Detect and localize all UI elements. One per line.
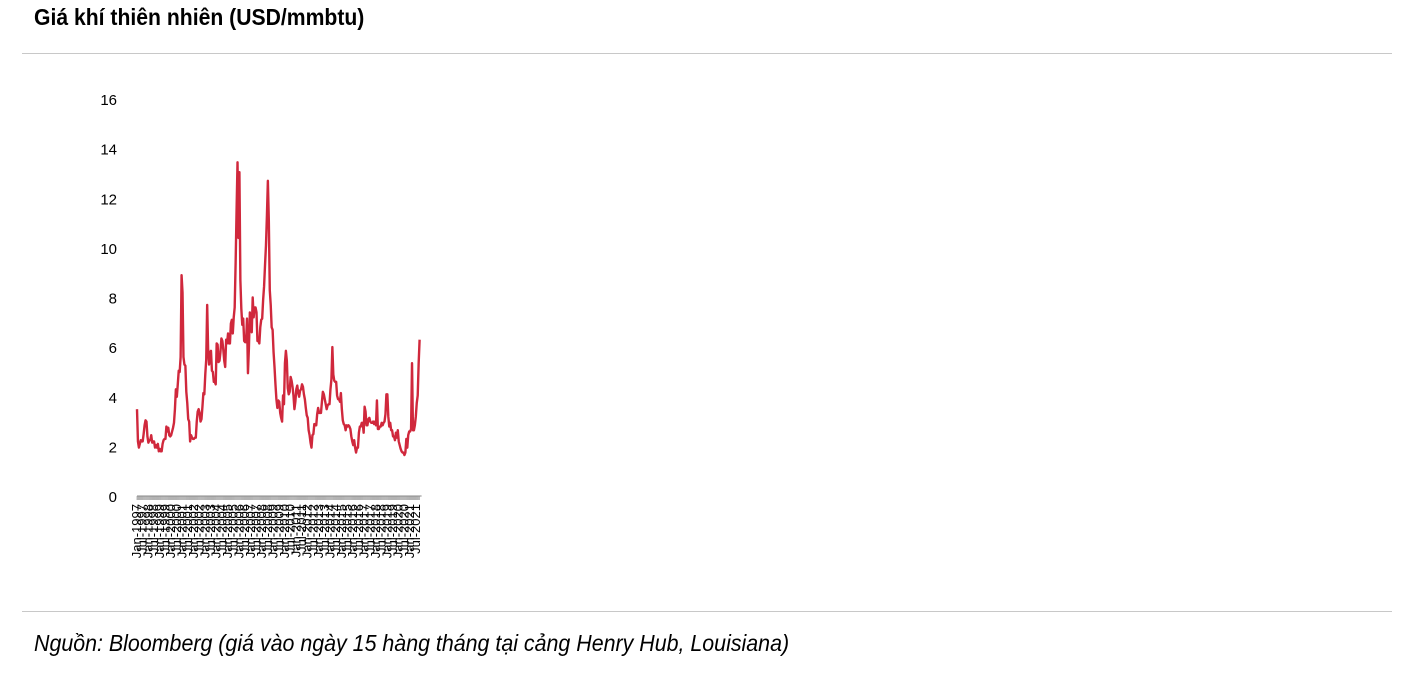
x-tick-label: Jul-2010 — [283, 504, 298, 554]
series-line-henry-hub — [135, 161, 421, 457]
x-tick-label: Jul-2016 — [351, 504, 366, 554]
x-tick-label: Jul-2017 — [362, 504, 377, 554]
y-tick-label: 12 — [100, 191, 117, 208]
x-tick-label: Jul-2014 — [328, 504, 343, 554]
x-axis: Jan-1997Jul-1997Jan-1998Jul-1998Jan-1999… — [129, 495, 423, 558]
x-tick-label: Jan-2014 — [322, 504, 337, 558]
x-tick-label: Jul-2011 — [294, 504, 309, 553]
y-axis: 0 2 4 6 8 10 12 14 16 — [100, 92, 117, 506]
y-tick-label: 4 — [109, 390, 117, 407]
x-tick-label: Jan-2009 — [266, 504, 281, 558]
x-tick-label: Jan-2006 — [231, 504, 246, 558]
y-tick-label: 10 — [100, 241, 117, 258]
x-tick-label: Jan-2008 — [254, 504, 269, 558]
x-tick-label: Jul-2000 — [169, 504, 184, 554]
x-tick-label: Jul-1999 — [157, 504, 172, 554]
x-tick-label: Jan-2003 — [197, 504, 212, 558]
x-tick-label: Jul-2018 — [374, 504, 389, 554]
x-tick-label: Jan-2013 — [311, 504, 326, 558]
x-tick-label: Jul-2012 — [305, 504, 320, 554]
x-tick-label: Jul-2003 — [203, 504, 218, 554]
x-tick-label: Jan-2018 — [368, 504, 383, 558]
x-tick-label: Jan-2000 — [163, 504, 178, 558]
x-tick-label: Jan-2004 — [209, 504, 224, 558]
x-tick-label: Jul-2009 — [271, 504, 286, 554]
x-tick-label: Jan-1999 — [152, 504, 167, 558]
x-tick-label: Jan-2015 — [334, 504, 349, 558]
y-tick-label: 14 — [100, 142, 117, 159]
x-tick-label: Jul-2002 — [192, 504, 207, 554]
x-tick-label: Jul-2007 — [248, 504, 263, 554]
x-tick-label: Jan-2012 — [300, 504, 315, 558]
x-tick-label: Jan-2010 — [277, 504, 292, 558]
x-tick-label: Jan-2005 — [220, 504, 235, 558]
x-tick-label: Jul-2015 — [340, 504, 355, 554]
x-tick-label: Jul-2001 — [180, 504, 195, 554]
x-tick-label: Jul-2020 — [396, 504, 411, 554]
x-tick-label: Jul-1997 — [135, 504, 150, 554]
x-tick-label: Jan-2020 — [391, 504, 406, 558]
x-tick-label: Jul-2019 — [385, 504, 400, 554]
x-tick-label: Jan-2019 — [379, 504, 394, 558]
x-tick-label: Jan-2002 — [186, 504, 201, 558]
x-tick-label: Jul-2004 — [214, 504, 229, 554]
x-tick-label: Jan-2017 — [357, 504, 372, 558]
x-tick-label: Jan-2007 — [243, 504, 258, 558]
x-tick-label: Jan-2001 — [175, 504, 190, 558]
x-tick-label: Jan-2011 — [288, 504, 303, 557]
x-tick-label: Jul-2013 — [317, 504, 332, 554]
bottom-divider — [22, 611, 1392, 612]
x-tick-label: Jul-2006 — [237, 504, 252, 554]
chart-title: Giá khí thiên nhiên (USD/mmbtu) — [34, 4, 365, 30]
x-tick-label: Jan-1997 — [129, 504, 144, 558]
y-tick-label: 8 — [109, 291, 117, 308]
y-tick-label: 6 — [109, 340, 117, 357]
x-tick-label: Jul-2005 — [226, 504, 241, 554]
y-tick-label: 16 — [100, 92, 117, 109]
x-tick-label: Jul-2021 — [408, 504, 423, 554]
x-tick-label: Jul-1998 — [146, 504, 161, 554]
x-tick-label: Jul-2008 — [260, 504, 275, 554]
top-divider — [22, 53, 1392, 54]
x-tick-label: Jan-1998 — [140, 504, 155, 558]
x-tick-label: Jan-2016 — [345, 504, 360, 558]
source-note: Nguồn: Bloomberg (giá vào ngày 15 hàng t… — [34, 630, 790, 656]
x-tick-label: Jan-2021 — [402, 504, 417, 558]
y-tick-label: 0 — [109, 489, 117, 506]
y-tick-label: 2 — [109, 439, 117, 456]
